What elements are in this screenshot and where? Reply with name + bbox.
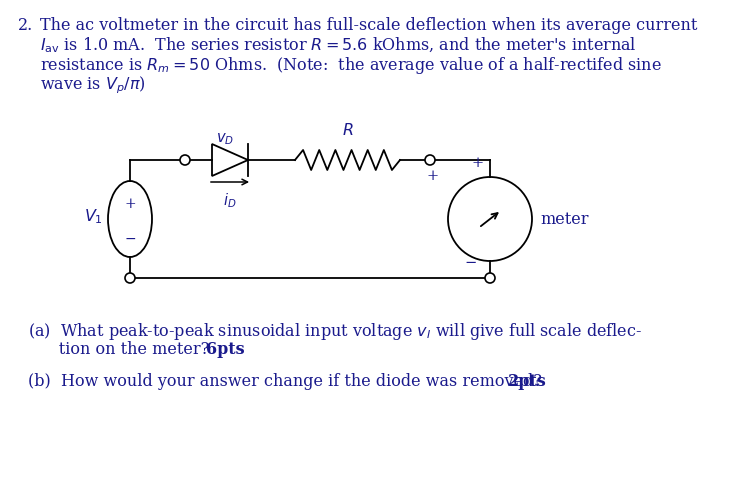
Text: $-$: $-$ [124, 230, 136, 244]
Text: $-$: $-$ [464, 253, 476, 267]
Text: The ac voltmeter in the circuit has full-scale deflection when its average curre: The ac voltmeter in the circuit has full… [40, 17, 698, 34]
Text: +: + [124, 197, 136, 210]
Text: +: + [427, 169, 439, 183]
Text: (b)  How would your answer change if the diode was removed?: (b) How would your answer change if the … [28, 372, 552, 389]
Text: 2pts: 2pts [508, 372, 547, 389]
Text: +: + [472, 156, 484, 170]
Circle shape [125, 273, 135, 284]
Text: $v_D$: $v_D$ [216, 131, 234, 147]
Text: 2.: 2. [18, 17, 33, 34]
Circle shape [425, 156, 435, 165]
Text: $i_D$: $i_D$ [223, 191, 237, 209]
Text: meter: meter [540, 211, 589, 228]
Text: wave is $V_p/\pi$): wave is $V_p/\pi$) [40, 74, 146, 96]
Text: $I_{\mathrm{av}}$ is 1.0 mA.  The series resistor $R = 5.6$ kOhms, and the meter: $I_{\mathrm{av}}$ is 1.0 mA. The series … [40, 36, 637, 55]
Text: tion on the meter?: tion on the meter? [28, 340, 220, 357]
Text: $V_1$: $V_1$ [84, 207, 103, 226]
Circle shape [485, 273, 495, 284]
Text: (a)  What peak-to-peak sinusoidal input voltage $v_I$ will give full scale defle: (a) What peak-to-peak sinusoidal input v… [28, 320, 642, 341]
Circle shape [180, 156, 190, 165]
Text: $R$: $R$ [342, 122, 354, 139]
Text: resistance is $R_m = 50$ Ohms.  (Note:  the average value of a half-rectifed sin: resistance is $R_m = 50$ Ohms. (Note: th… [40, 55, 662, 76]
Text: 6pts: 6pts [206, 340, 245, 357]
